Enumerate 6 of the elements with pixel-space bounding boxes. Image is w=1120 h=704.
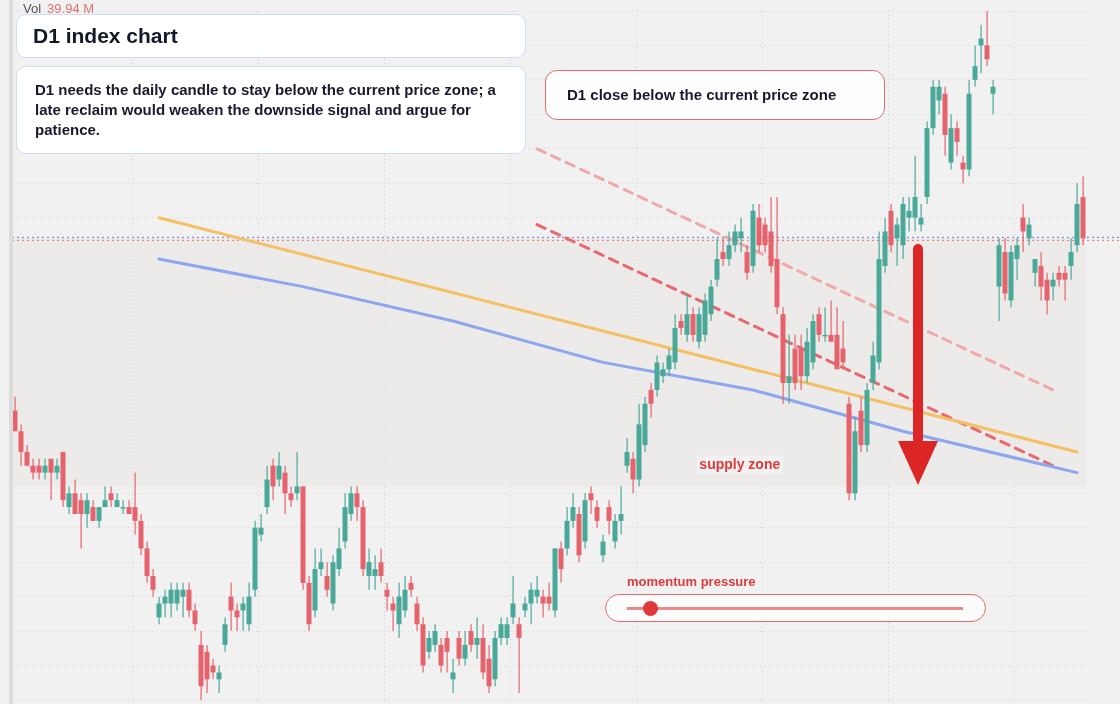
title-box: D1 index chart xyxy=(16,14,526,58)
note-box: D1 needs the daily candle to stay below the current price zone; a late reclaim would weaken the downside signal and argue for patience. xyxy=(16,66,526,154)
band-label: supply zone xyxy=(699,456,781,473)
annotation: Vol 39.94 M xyxy=(23,1,95,16)
annotation: momentum pressure xyxy=(627,574,756,589)
callout-box: D1 close below the current price zone xyxy=(545,70,885,120)
